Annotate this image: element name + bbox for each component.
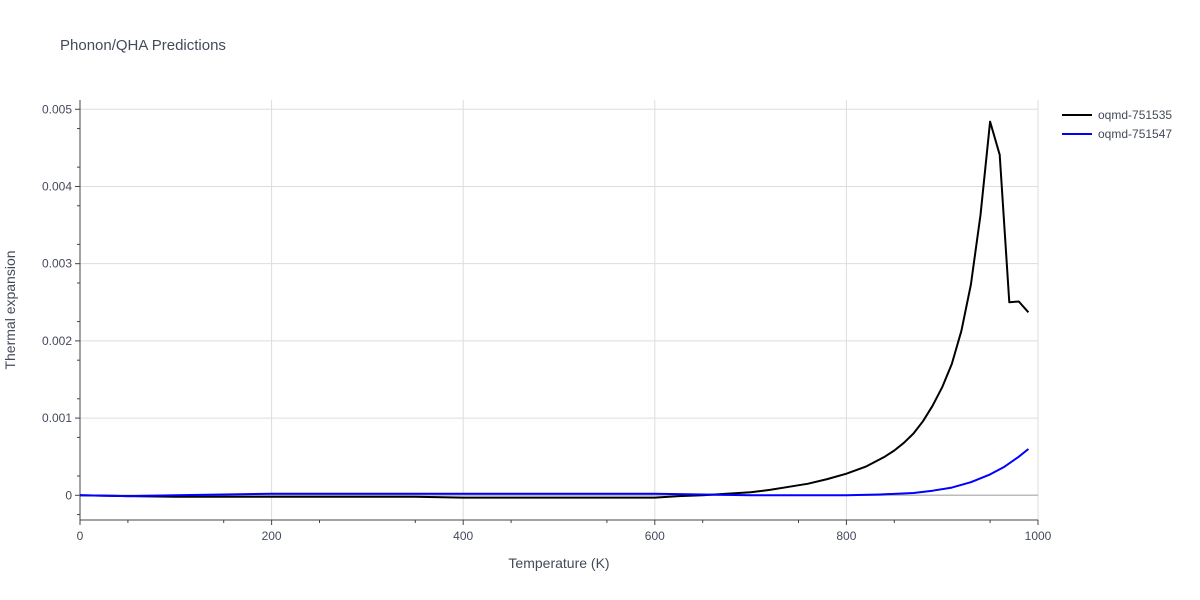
y-tick-label: 0.005: [42, 102, 72, 116]
x-tick-label: 800: [836, 529, 856, 543]
legend-label: oqmd-751535: [1098, 108, 1172, 122]
x-tick-label: 1000: [1025, 529, 1052, 543]
x-tick-labels: 0 200 400 600 800 1000: [77, 529, 1052, 543]
chart-title: Phonon/QHA Predictions: [60, 37, 226, 54]
series-line-oqmd-751535: [79, 120, 1030, 499]
legend-label: oqmd-751547: [1098, 127, 1172, 141]
x-axis-label: Temperature (K): [508, 555, 609, 571]
series-layer: [79, 120, 1030, 499]
y-tick-label: 0.002: [42, 334, 72, 348]
y-tick-label: 0: [65, 488, 72, 502]
grid-lines: [80, 100, 1039, 520]
x-tick-label: 600: [645, 529, 665, 543]
legend-item-oqmd-751535[interactable]: oqmd-751535: [1062, 108, 1172, 122]
y-tick-label: 0.004: [42, 179, 72, 193]
y-tick-label: 0.003: [42, 257, 72, 271]
y-tick-label: 0.001: [42, 411, 72, 425]
y-axis-label: Thermal expansion: [2, 250, 18, 369]
axes: [75, 100, 1039, 525]
x-tick-label: 400: [453, 529, 473, 543]
y-tick-labels: 0 0.001 0.002 0.003 0.004 0.005: [42, 102, 72, 502]
legend-item-oqmd-751547[interactable]: oqmd-751547: [1062, 127, 1172, 141]
x-tick-label: 200: [262, 529, 282, 543]
x-tick-label: 0: [77, 529, 84, 543]
series-line-oqmd-751547: [79, 448, 1030, 498]
legend[interactable]: oqmd-751535 oqmd-751547: [1062, 108, 1172, 141]
